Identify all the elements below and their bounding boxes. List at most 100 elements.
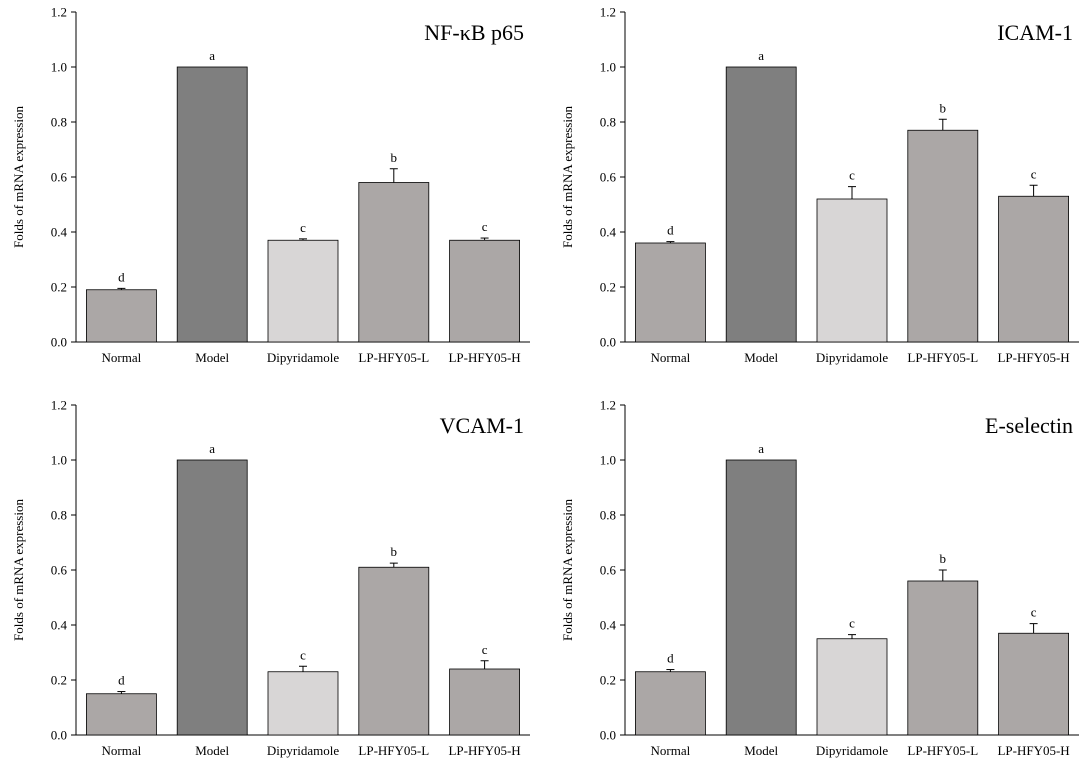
y-tick-label: 0.0 <box>51 728 67 743</box>
x-category-label: LP-HFY05-H <box>997 350 1069 365</box>
significance-label: c <box>1031 605 1037 620</box>
y-tick-label: 0.0 <box>600 728 616 743</box>
significance-label: a <box>209 48 215 63</box>
x-category-label: LP-HFY05-L <box>358 350 429 365</box>
bar-dipyridamole <box>816 638 888 736</box>
y-tick-label: 0.4 <box>600 618 617 633</box>
chart-panel-1: 0.0 0.2 0.4 0.6 0.8 1.0 1.2 Folds of mRNA expre… <box>11 5 530 365</box>
y-tick-label: 0.4 <box>600 225 617 240</box>
significance-label: d <box>667 651 674 666</box>
significance-label: c <box>849 168 855 183</box>
y-tick-label: 1.0 <box>600 453 616 468</box>
y-tick-label: 0.2 <box>600 280 616 295</box>
x-category-label: LP-HFY05-H <box>448 743 520 758</box>
chart-title: ICAM-1 <box>997 20 1073 45</box>
y-tick-label: 0.4 <box>51 618 68 633</box>
x-category-label: LP-HFY05-L <box>358 743 429 758</box>
bar-normal <box>86 693 157 736</box>
y-tick-label: 1.0 <box>600 60 616 75</box>
y-tick-label: 1.0 <box>51 60 67 75</box>
chart-panel-3: 0.0 0.2 0.4 0.6 0.8 1.0 1.2 Folds of mRNA expre… <box>11 398 530 758</box>
bar-dipyridamole <box>816 198 888 343</box>
x-category-label: Dipyridamole <box>816 743 888 758</box>
y-tick-label: 1.2 <box>600 5 616 20</box>
y-tick-label: 1.2 <box>600 398 616 413</box>
y-tick-label: 0.8 <box>600 508 616 523</box>
bar-normal <box>635 242 706 343</box>
bar-lp-hfy05-l <box>907 580 979 736</box>
bar-lp-hfy05-l <box>358 566 430 736</box>
significance-label: b <box>391 150 398 165</box>
y-axis-label: Folds of mRNA expression <box>560 499 575 641</box>
significance-label: a <box>758 441 764 456</box>
x-category-label: LP-HFY05-L <box>907 350 978 365</box>
bar-model <box>176 66 248 343</box>
significance-label: c <box>300 220 306 235</box>
significance-label: c <box>482 642 488 657</box>
y-axis-label: Folds of mRNA expression <box>560 106 575 248</box>
significance-label: c <box>300 647 306 662</box>
chart-title: E-selectin <box>985 413 1073 438</box>
significance-label: c <box>482 219 488 234</box>
significance-label: d <box>118 269 125 284</box>
x-category-label: Model <box>744 350 778 365</box>
y-tick-label: 1.0 <box>51 453 67 468</box>
y-tick-label: 0.6 <box>600 170 617 185</box>
bar-dipyridamole <box>267 239 339 343</box>
significance-label: a <box>758 48 764 63</box>
bar-lp-hfy05-h <box>449 668 521 736</box>
x-category-label: Model <box>744 743 778 758</box>
y-tick-label: 0.4 <box>51 225 68 240</box>
significance-label: b <box>940 551 947 566</box>
y-tick-label: 0.6 <box>600 563 617 578</box>
y-tick-label: 0.6 <box>51 563 68 578</box>
significance-label: a <box>209 441 215 456</box>
bar-lp-hfy05-h <box>998 195 1069 343</box>
x-category-label: LP-HFY05-H <box>448 350 520 365</box>
bar-model <box>725 66 797 343</box>
x-category-label: LP-HFY05-H <box>997 743 1069 758</box>
bar-lp-hfy05-l <box>358 182 430 343</box>
y-tick-label: 0.8 <box>51 508 67 523</box>
significance-label: b <box>391 544 398 559</box>
y-tick-label: 1.2 <box>51 5 67 20</box>
bar-normal <box>635 671 706 736</box>
y-tick-label: 0.6 <box>51 170 68 185</box>
x-category-label: Dipyridamole <box>816 350 888 365</box>
bar-lp-hfy05-h <box>998 632 1069 736</box>
x-category-label: Normal <box>102 743 142 758</box>
significance-label: c <box>1031 166 1037 181</box>
x-category-label: Normal <box>102 350 142 365</box>
bar-model <box>176 459 248 736</box>
x-category-label: Model <box>195 350 229 365</box>
significance-label: b <box>940 100 947 115</box>
significance-label: c <box>849 616 855 631</box>
x-category-label: Dipyridamole <box>267 743 339 758</box>
bar-lp-hfy05-l <box>907 129 979 343</box>
chart-panel-4: 0.0 0.2 0.4 0.6 0.8 1.0 1.2 Folds of mRNA expre… <box>560 398 1079 758</box>
x-category-label: Normal <box>651 743 691 758</box>
y-tick-label: 0.2 <box>51 280 67 295</box>
x-category-label: Model <box>195 743 229 758</box>
bar-dipyridamole <box>267 671 339 736</box>
y-tick-label: 0.0 <box>600 335 616 350</box>
x-category-label: Normal <box>651 350 691 365</box>
chart-title: NF-κB p65 <box>424 20 524 45</box>
y-tick-label: 0.8 <box>600 115 616 130</box>
chart-title: VCAM-1 <box>440 413 524 438</box>
bar-lp-hfy05-h <box>449 239 521 343</box>
y-axis-label: Folds of mRNA expression <box>11 106 26 248</box>
chart-panel-2: 0.0 0.2 0.4 0.6 0.8 1.0 1.2 Folds of mRNA expre… <box>560 5 1079 365</box>
y-tick-label: 0.8 <box>51 115 67 130</box>
y-tick-label: 1.2 <box>51 398 67 413</box>
x-category-label: Dipyridamole <box>267 350 339 365</box>
y-tick-label: 0.2 <box>51 673 67 688</box>
y-tick-label: 0.0 <box>51 335 67 350</box>
significance-label: d <box>667 223 674 238</box>
y-axis-label: Folds of mRNA expression <box>11 499 26 641</box>
significance-label: d <box>118 673 125 688</box>
y-tick-label: 0.2 <box>600 673 616 688</box>
bar-normal <box>86 289 157 343</box>
bar-model <box>725 459 797 736</box>
